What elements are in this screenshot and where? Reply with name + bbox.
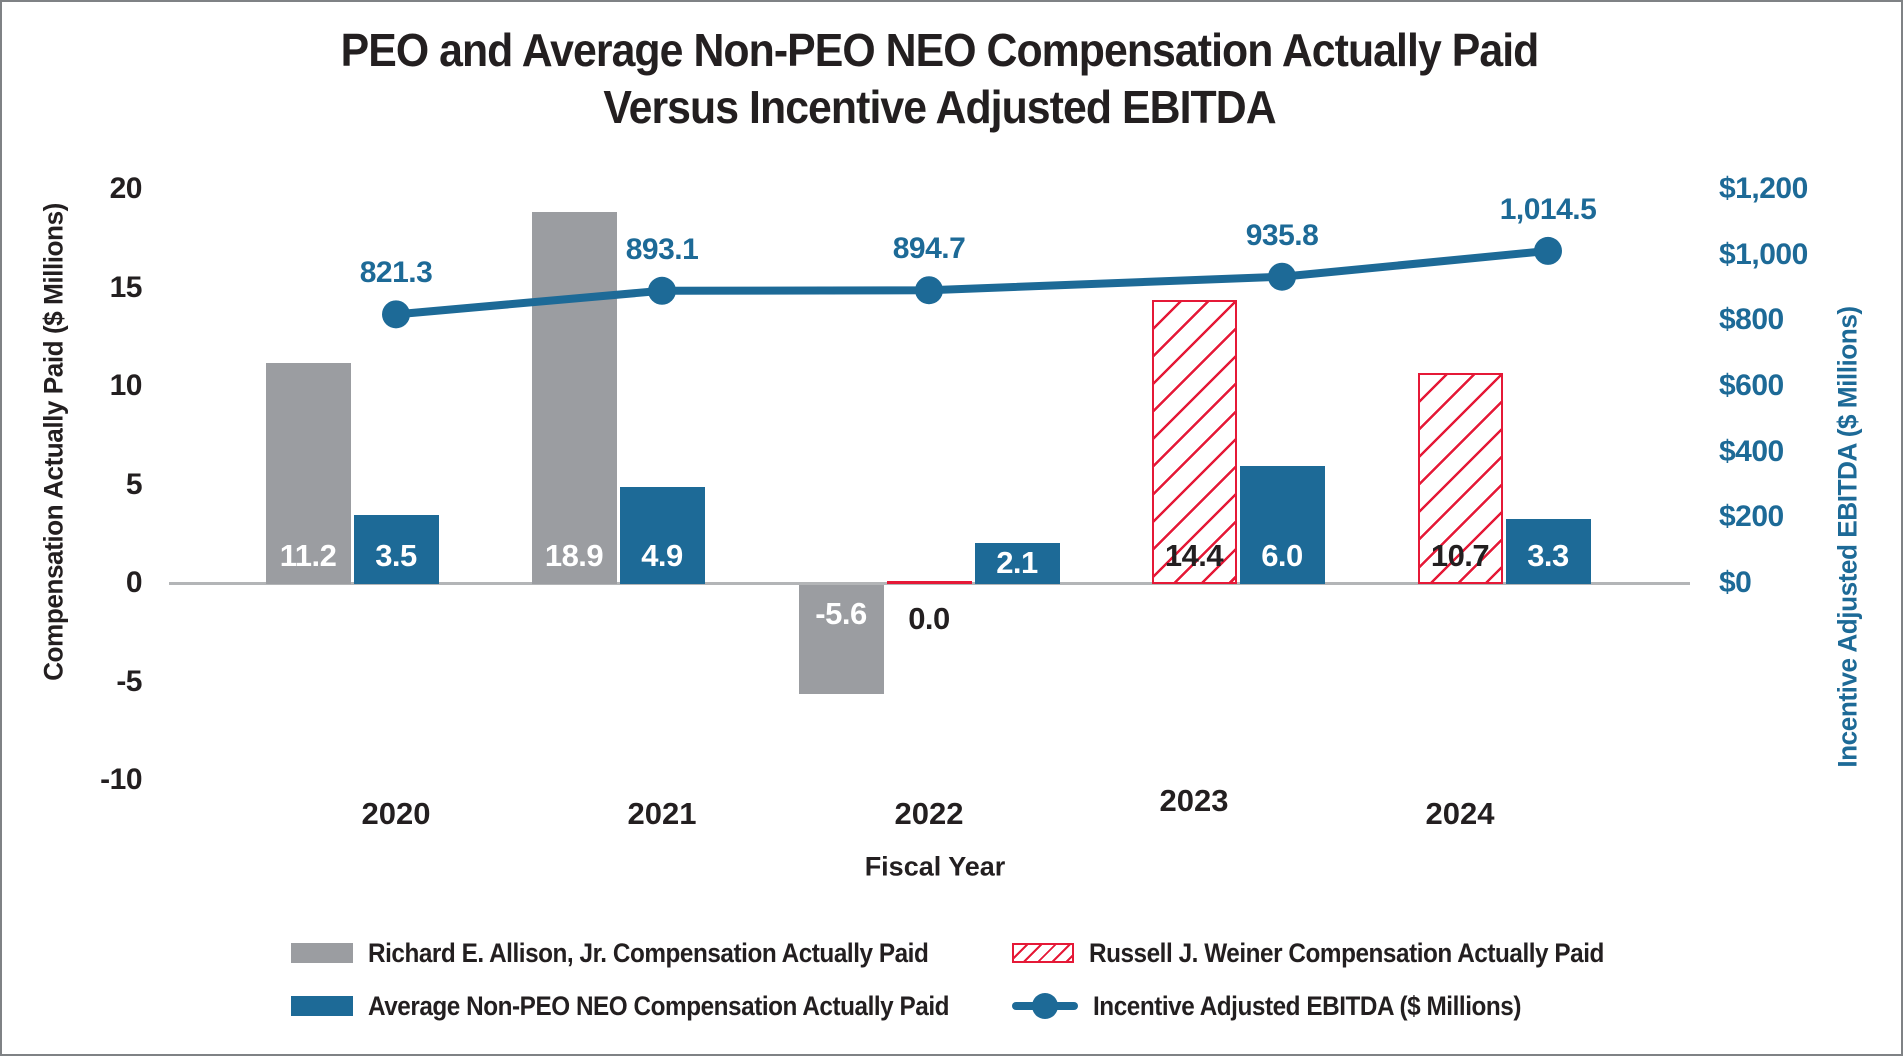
bar-value-label: 3.5 [375,538,417,573]
bar-value-label: -5.6 [815,596,867,631]
line-value-label: 893.1 [625,232,699,266]
line-marker-2020 [382,300,410,329]
red-hatched-bar-swatch-icon [1012,943,1074,963]
left-axis-tick: 20 [109,172,143,205]
bar-value-label: 14.4 [1164,538,1224,573]
right-axis-tick: $200 [1719,500,1784,534]
right-axis-tick: $1,000 [1719,237,1808,271]
bar-russell-2022 [886,580,972,584]
x-tick-year: 2022 [894,796,964,831]
left-axis-tick: 5 [125,467,143,501]
left-axis-tick: 10 [109,369,143,402]
right-axis-tick: $800 [1719,303,1784,337]
line-marker-2021 [648,276,676,305]
chart-title: PEO and Average Non-PEO NEO Compensation… [2,22,1877,136]
bar-russell-2024 [1417,373,1503,584]
legend-label: Incentive Adjusted EBITDA ($ Millions) [1093,990,1521,1021]
bar-value-label: 4.9 [641,538,683,573]
left-axis-tick: 15 [109,270,143,304]
legend-label: Richard E. Allison, Jr. Compensation Act… [368,937,929,968]
bar-richard-2022 [798,585,884,695]
legend-item-weiner: Russell J. Weiner Compensation Actually … [1012,936,1661,970]
bar-average-2021 [619,487,705,584]
left-axis-tick: 0 [125,566,143,599]
bar-average-2020 [353,515,439,584]
bar-richard-2020 [265,363,351,584]
bar-richard-2021 [531,211,617,584]
bar-value-label: 10.7 [1430,538,1490,573]
legend-label: Average Non-PEO NEO Compensation Actuall… [368,990,950,1021]
chart-title-line2: Versus Incentive Adjusted EBITDA [603,81,1276,133]
chart-title-line1: PEO and Average Non-PEO NEO Compensation… [340,24,1540,76]
x-tick-year: 2023 [1159,783,1229,818]
right-axis-tick: $600 [1719,369,1784,402]
x-axis-title: Fiscal Year [864,851,1006,882]
right-axis-tick: $400 [1719,434,1784,468]
bar-average-2024 [1505,518,1591,584]
bar-average-2022 [974,542,1060,584]
gray-bar-swatch-icon [291,943,353,963]
line-value-label: 935.8 [1245,218,1319,252]
bar-value-label: 0.0 [908,601,950,636]
legend-label: Russell J. Weiner Compensation Actually … [1089,937,1604,968]
line-value-label: 1,014.5 [1499,192,1597,226]
bar-value-label: 3.3 [1527,538,1569,573]
line-marker-2022 [915,276,943,305]
bar-value-label: 2.1 [996,545,1038,581]
left-axis-tick: -10 [100,763,142,796]
x-tick-year: 2024 [1425,796,1495,831]
right-axis-tick: $1,200 [1719,172,1808,205]
line-value-label: 821.3 [359,256,433,290]
line-marker-2023 [1268,262,1296,291]
line-marker-2024 [1534,236,1562,265]
blue-line-marker-swatch-icon [1012,993,1078,1019]
bar-average-2023 [1239,465,1325,584]
bar-russell-2023 [1151,300,1237,584]
bar-value-label: 6.0 [1261,538,1303,573]
bar-value-label: 18.9 [544,538,604,573]
right-axis-tick: $0 [1719,566,1752,599]
bar-value-label: 11.2 [279,538,337,573]
legend-item-allison: Richard E. Allison, Jr. Compensation Act… [291,936,991,970]
legend-item-avg-neo: Average Non-PEO NEO Compensation Actuall… [291,989,1014,1023]
legend-item-ebitda-line: Incentive Adjusted EBITDA ($ Millions) [1012,989,1569,1023]
line-value-label: 894.7 [892,232,966,266]
x-tick-year: 2020 [361,796,431,831]
x-tick-year: 2021 [627,796,697,831]
blue-bar-swatch-icon [291,996,353,1016]
left-axis-tick: -5 [116,664,142,698]
